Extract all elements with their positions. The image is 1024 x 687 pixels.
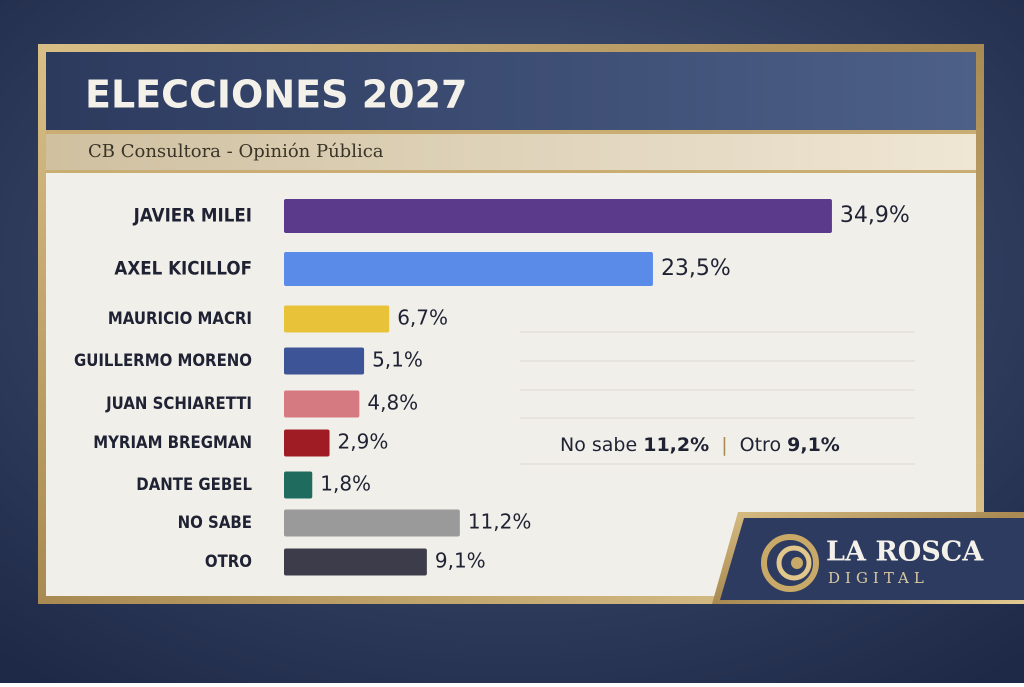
category-label: NO SABE [178,512,252,532]
category-label: GUILLERMO MORENO [74,350,252,370]
bar [284,548,427,576]
logo [712,512,1024,604]
chart-title: ELECCIONES 2027 [85,73,467,117]
value-label: 6,7% [397,306,448,330]
guide-lines [520,331,915,465]
divider [46,130,976,134]
bar [284,347,365,375]
value-label: 23,5% [661,256,731,281]
value-label: 34,9% [840,203,910,228]
bar [284,509,460,537]
category-label: AXEL KICILLOF [114,257,252,279]
annotation-value: 9,1% [787,434,840,456]
category-label: OTRO [205,551,252,571]
category-label: MAURICIO MACRI [108,308,252,328]
separator: | [721,434,727,456]
value-label: 4,8% [367,391,418,415]
bar [284,429,330,457]
category-label: MYRIAM BREGMAN [93,432,252,452]
bar [284,305,390,333]
value-label: 2,9% [338,430,389,454]
annotation-label: No sabe [560,434,637,456]
chart-subtitle: CB Consultora - Opinión Pública [88,141,384,162]
value-label: 1,8% [320,472,371,496]
title-bar [46,52,976,130]
bar [284,390,360,418]
divider [46,170,976,173]
category-label: JUAN SCHIARETTI [105,393,252,413]
category-label: JAVIER MILEI [133,204,252,226]
bar [284,471,313,499]
annotation-value: 11,2% [643,434,709,456]
category-label: DANTE GEBEL [136,474,252,494]
annotation: No sabe 11,2% | Otro 9,1% [560,434,840,456]
value-label: 5,1% [372,348,423,372]
annotation-label: Otro [740,434,781,456]
bar [284,199,832,233]
brand-tagline: DIGITAL [828,569,929,587]
brand-name: LA ROSCA [826,537,984,568]
bar [284,252,653,286]
value-label: 11,2% [468,510,532,534]
subtitle-band [46,134,976,170]
value-label: 9,1% [435,549,486,573]
